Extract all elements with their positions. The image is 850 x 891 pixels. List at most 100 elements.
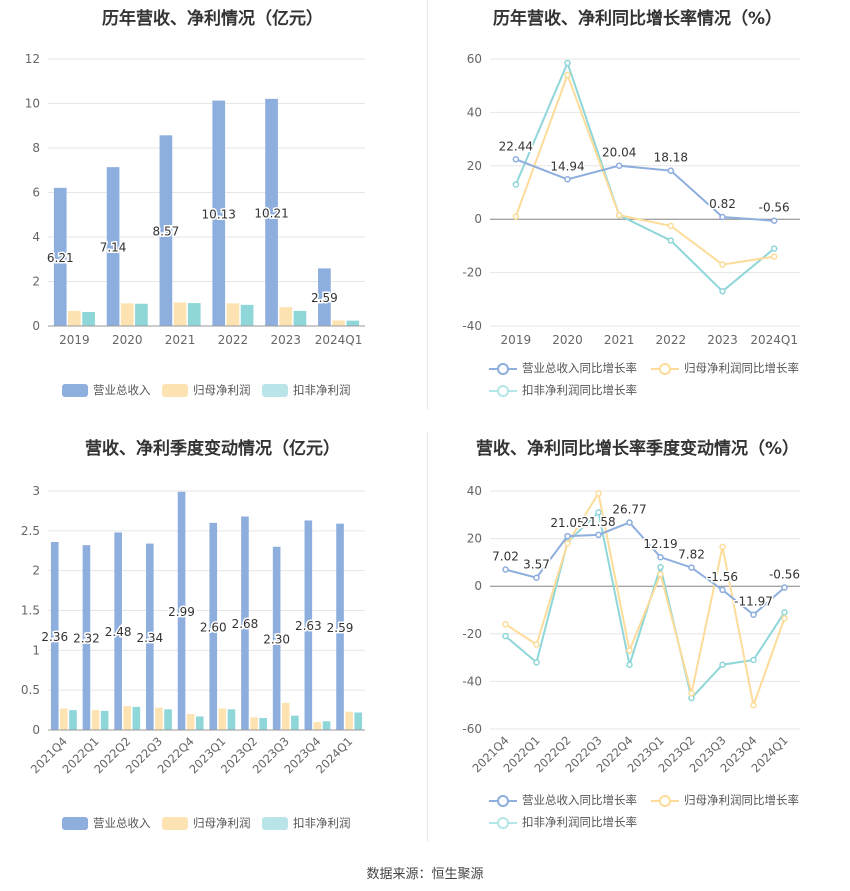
bar-parent-profit [173, 302, 187, 326]
point-parent-profit [564, 540, 571, 547]
legend-label: 扣非净利润 [293, 816, 351, 830]
bar-parent-profit [155, 707, 163, 730]
point-revenue [770, 217, 778, 224]
point-parent-profit [667, 222, 675, 230]
bar-revenue [159, 135, 173, 326]
bar-deducted-profit [132, 706, 141, 730]
y-tick-label: 12 [25, 52, 40, 66]
legend-parent-profit[interactable]: 归母净利润 [162, 815, 251, 831]
legend-label: 营业总收入 [93, 383, 151, 397]
data-label: 7.02 [492, 549, 519, 563]
legend-revenue-growth[interactable]: 营业总收入同比增长率 [489, 360, 637, 376]
legend-revenue[interactable]: 营业总收入 [62, 815, 151, 831]
data-label: 6.21 [47, 251, 74, 265]
legend-swatch [489, 362, 517, 375]
quarterly-bar-chart: 0 0.5 1 1.5 2 2.5 3 2.36 2.32 2.48 2.34 2.99 2.60 2.6… [21, 484, 365, 776]
legend-revenue[interactable]: 营业总收入 [62, 382, 151, 398]
legend-swatch [62, 383, 88, 397]
legend-swatch [262, 816, 288, 830]
series-line-revenue [515, 158, 775, 222]
legend-label: 扣非净利润同比增长率 [522, 815, 637, 829]
legend-parent-growth[interactable]: 归母净利润同比增长率 [651, 360, 799, 376]
point-deducted-profit [626, 661, 633, 668]
point-parent-profit [512, 213, 520, 220]
legend-label: 扣非净利润 [293, 383, 351, 397]
bar-revenue [272, 546, 281, 730]
point-revenue [719, 213, 726, 221]
legend-deducted-profit[interactable]: 扣非净利润 [262, 815, 351, 831]
legend-parent-profit[interactable]: 归母净利润 [162, 382, 251, 398]
legend-parent-growth[interactable]: 归母净利润同比增长率 [651, 792, 799, 808]
point-revenue [512, 156, 520, 163]
y-tick-label: -60 [462, 722, 482, 736]
legend-deducted-profit[interactable]: 扣非净利润 [262, 382, 351, 398]
y-tick-label: -20 [462, 627, 482, 641]
data-label: 21.58 [581, 515, 615, 529]
bar-deducted-profit [164, 709, 172, 730]
y-tick-label: -40 [462, 674, 482, 688]
data-label: 8.57 [153, 225, 180, 239]
point-revenue [626, 519, 633, 526]
point-revenue [719, 586, 726, 594]
bar-deducted-profit [240, 304, 254, 326]
point-deducted-profit [719, 661, 726, 668]
data-label: 7.82 [678, 548, 705, 562]
bar-parent-profit [332, 320, 345, 326]
y-tick-label: 2.5 [21, 524, 40, 538]
legend-deducted-growth[interactable]: 扣非净利润同比增长率 [489, 814, 637, 830]
data-label: -1.56 [707, 570, 738, 584]
point-deducted-profit [564, 59, 571, 67]
bar-deducted-profit [187, 303, 201, 326]
data-label: 2.59 [311, 291, 338, 305]
bar-deducted-profit [135, 303, 148, 326]
bar-revenue [304, 520, 313, 730]
bar-parent-profit [123, 706, 132, 730]
point-revenue [564, 176, 571, 183]
legend-swatch [489, 816, 517, 829]
data-label: -0.56 [759, 201, 790, 215]
y-tick-label: 4 [32, 230, 40, 244]
bar-parent-profit [186, 714, 195, 730]
bar-revenue [82, 545, 91, 730]
point-deducted-profit [512, 181, 520, 188]
point-revenue [667, 167, 675, 174]
point-deducted-profit [657, 563, 664, 571]
bar-revenue [50, 541, 59, 730]
y-tick-label: 1 [32, 643, 40, 657]
data-label: 26.77 [612, 502, 646, 516]
panel-divider-top [427, 0, 428, 410]
bar-deducted-profit [195, 716, 204, 730]
data-label: 22.44 [499, 139, 533, 153]
point-revenue [564, 532, 571, 540]
y-tick-label: 10 [25, 97, 40, 111]
series-line-deducted-profit [504, 510, 786, 701]
y-tick-label: -40 [462, 319, 482, 333]
bar-parent-profit [345, 711, 353, 730]
data-label: 2.34 [136, 631, 163, 645]
quarterly-revenue-profit-panel: 营收、净利季度变动情况（亿元） 0 0.5 1 1.5 2 2.5 3 2.36 2.32 2.4… [0, 432, 425, 842]
bar-deducted-profit [259, 718, 267, 730]
legend-label: 归母净利润 [193, 383, 251, 397]
x-tick-label: 2019 [59, 333, 90, 347]
y-tick-label: 6 [32, 186, 40, 200]
bar-deducted-profit [322, 721, 331, 730]
point-revenue [595, 531, 602, 539]
bar-deducted-profit [346, 320, 360, 326]
point-parent-profit [770, 253, 778, 260]
legend-deducted-growth[interactable]: 扣非净利润同比增长率 [489, 382, 637, 398]
point-parent-profit [719, 261, 726, 268]
data-label: 2.36 [41, 630, 68, 644]
x-tick-label: 2023 [270, 333, 301, 347]
y-tick-label: 2 [32, 564, 40, 578]
point-revenue [615, 162, 623, 169]
legend-swatch [651, 794, 679, 807]
point-revenue [533, 574, 540, 581]
data-label: -0.56 [769, 568, 800, 582]
y-tick-label: 40 [467, 484, 482, 498]
series-line-parent-profit [504, 490, 786, 709]
legend-revenue-growth[interactable]: 营业总收入同比增长率 [489, 792, 637, 808]
legend-swatch [489, 384, 517, 397]
annual-bar-chart: 0 2 4 6 8 10 12 6.21 7.14 8.57 10.13 10.21 2.59 2019 2… [25, 52, 365, 347]
point-parent-profit [750, 701, 757, 709]
